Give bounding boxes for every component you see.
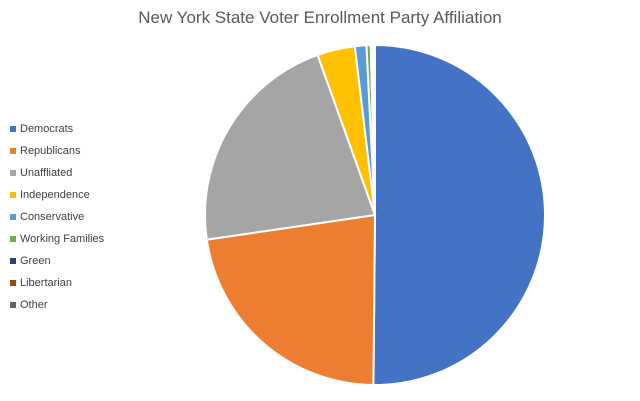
- legend-swatch: [10, 192, 16, 198]
- legend-item: Working Families: [10, 228, 104, 250]
- legend-label: Green: [20, 255, 51, 267]
- legend-item: Independence: [10, 184, 104, 206]
- legend-label: Republicans: [20, 145, 81, 157]
- legend-item: Democrats: [10, 118, 104, 140]
- legend-swatch: [10, 214, 16, 220]
- pie-slice-democrats: [372, 43, 547, 386]
- legend-label: Other: [20, 299, 48, 311]
- legend-label: Libertarian: [20, 277, 72, 289]
- legend-label: Unaffliated: [20, 167, 73, 179]
- legend-item: Unaffliated: [10, 162, 104, 184]
- legend-swatch: [10, 126, 16, 132]
- legend-swatch: [10, 148, 16, 154]
- legend-swatch: [10, 302, 16, 308]
- legend-label: Conservative: [20, 211, 85, 223]
- legend-swatch: [10, 170, 16, 176]
- legend-item: Green: [10, 250, 104, 272]
- pie-slice-republicans: [205, 213, 377, 387]
- legend: Democrats Republicans Unaffliated Independe…: [10, 118, 104, 316]
- legend-item: Republicans: [10, 140, 104, 162]
- legend-swatch: [10, 236, 16, 242]
- pie-slice-other: [372, 43, 376, 216]
- legend-item: Other: [10, 294, 104, 316]
- legend-label: Democrats: [20, 123, 74, 135]
- chart-title: New York State Voter Enrollment Party Af…: [138, 8, 502, 27]
- pie-slice-unaffliated: [204, 53, 377, 241]
- legend-item: Conservative: [10, 206, 104, 228]
- legend-label: Independence: [20, 189, 90, 201]
- legend-label: Working Families: [20, 233, 105, 245]
- legend-swatch: [10, 280, 16, 286]
- legend-swatch: [10, 258, 16, 264]
- legend-item: Libertarian: [10, 272, 104, 294]
